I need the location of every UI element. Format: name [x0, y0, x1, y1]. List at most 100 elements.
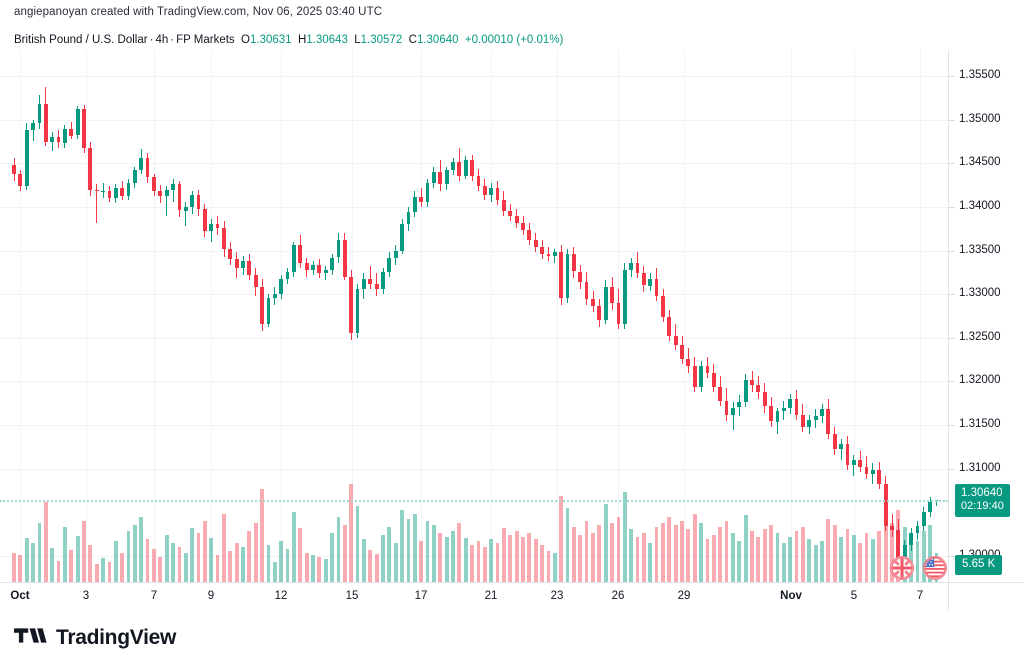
- price-tick-label: 1.33000: [959, 287, 1001, 300]
- legend-change-value: +0.00010 (+0.01%): [464, 34, 564, 46]
- volume-bar: [202, 521, 207, 582]
- volume-bar: [88, 544, 93, 582]
- legend-main-row: British Pound / U.S. Dollar · 4h · FP Market…: [14, 33, 563, 48]
- candle-body: [909, 533, 913, 546]
- volume-bar: [113, 540, 118, 582]
- volume-bar: [311, 554, 315, 582]
- candle-body: [680, 344, 684, 359]
- volume-bar: [769, 525, 774, 582]
- candle-body: [928, 501, 933, 513]
- candle-body: [673, 336, 678, 345]
- volume-bar: [152, 548, 156, 582]
- candle-body: [88, 147, 93, 190]
- candle-body: [107, 191, 112, 199]
- candle-body: [883, 484, 888, 527]
- footer: TradingView: [0, 610, 1024, 665]
- volume-bar: [177, 546, 182, 582]
- candle-body: [635, 262, 640, 274]
- candle-body: [711, 372, 716, 387]
- candle-wick: [172, 179, 174, 202]
- candle-body: [412, 196, 417, 213]
- candle-body: [591, 299, 595, 307]
- volume-bar: [820, 540, 824, 582]
- time-tick-label: Nov: [780, 590, 802, 602]
- price-tick-dash: [949, 381, 955, 383]
- gridline-h: [0, 76, 948, 78]
- candlestick-series: [0, 50, 948, 582]
- volume-badge[interactable]: 5.65 K: [955, 555, 1003, 575]
- volume-bar: [508, 535, 513, 582]
- volume-bar: [253, 523, 258, 582]
- volume-bar: [164, 535, 169, 582]
- candle-body: [559, 252, 564, 298]
- candle-wick: [102, 182, 104, 199]
- candle-body: [527, 229, 532, 241]
- legend-symbol[interactable]: British Pound / U.S. Dollar: [14, 34, 148, 46]
- volume-bar: [839, 537, 843, 582]
- candle-body: [540, 247, 544, 255]
- candle-body: [801, 414, 805, 427]
- gridline-h: [0, 425, 948, 426]
- volume-bar: [31, 542, 35, 582]
- time-axis[interactable]: Oct 3 7 9 12 15 17 21 23 26 29 Nov 5 7: [0, 582, 948, 611]
- volume-bar: [807, 538, 812, 582]
- time-tick-label: 5: [850, 590, 858, 602]
- volume-bar: [381, 535, 385, 582]
- price-tick-label: 1.32000: [959, 374, 1001, 387]
- candle-body: [622, 269, 627, 324]
- candle-body: [851, 459, 856, 466]
- volume-bar: [336, 517, 341, 582]
- price-scale[interactable]: 1.35500 1.35000 1.34500 1.34000 1.33500 1.330…: [948, 50, 1024, 582]
- candle-body: [164, 190, 169, 197]
- price-tick-label: 1.35000: [959, 112, 1001, 125]
- volume-bar: [826, 519, 831, 582]
- volume-bar: [126, 531, 131, 582]
- candle-body: [877, 470, 882, 485]
- volume-bar: [546, 550, 551, 582]
- candle-body: [190, 194, 195, 207]
- candle-body: [724, 400, 729, 415]
- candle-body: [381, 271, 385, 289]
- gridline-v: [491, 50, 492, 582]
- volume-bar: [368, 549, 373, 582]
- currency-flag-icons: [890, 556, 947, 580]
- volume-bar: [260, 489, 265, 582]
- volume-bar: [680, 521, 684, 582]
- gridline-v: [211, 50, 212, 582]
- candle-body: [788, 398, 793, 408]
- volume-bar: [266, 544, 271, 582]
- price-tick-label: 1.34500: [959, 156, 1001, 169]
- volume-bar: [107, 562, 112, 582]
- candle-body: [266, 297, 271, 324]
- candle-wick: [185, 201, 187, 227]
- current-price-badge[interactable]: 1.30640 02:19:40: [955, 484, 1010, 517]
- candle-body: [234, 259, 239, 268]
- volume-bar: [756, 537, 761, 582]
- price-tick-label: 1.31000: [959, 461, 1001, 474]
- volume-bar: [533, 538, 538, 582]
- volume-bar: [24, 538, 29, 582]
- volume-bar: [801, 527, 805, 582]
- volume-bar: [349, 484, 354, 582]
- candle-body: [864, 466, 869, 474]
- volume-bar: [145, 538, 150, 582]
- volume-series: [0, 50, 948, 582]
- tradingview-logo-text: TradingView: [56, 626, 177, 649]
- gridline-v: [154, 50, 155, 582]
- volume-bar: [171, 542, 175, 582]
- candle-body: [756, 384, 761, 392]
- volume-bar: [915, 540, 920, 582]
- volume-bar: [43, 501, 48, 582]
- volume-bar: [374, 553, 379, 582]
- candle-body: [769, 405, 774, 422]
- legend-interval[interactable]: 4h: [155, 34, 169, 46]
- gridline-v: [920, 50, 921, 582]
- candle-body: [820, 409, 824, 417]
- uk-flag-icon: [890, 556, 914, 580]
- chart-plot-area[interactable]: [0, 50, 948, 582]
- candle-body: [731, 407, 735, 415]
- legend-high-key: H: [297, 34, 307, 46]
- volume-bar: [597, 525, 602, 582]
- candle-body: [183, 207, 188, 211]
- gridline-h: [0, 250, 948, 252]
